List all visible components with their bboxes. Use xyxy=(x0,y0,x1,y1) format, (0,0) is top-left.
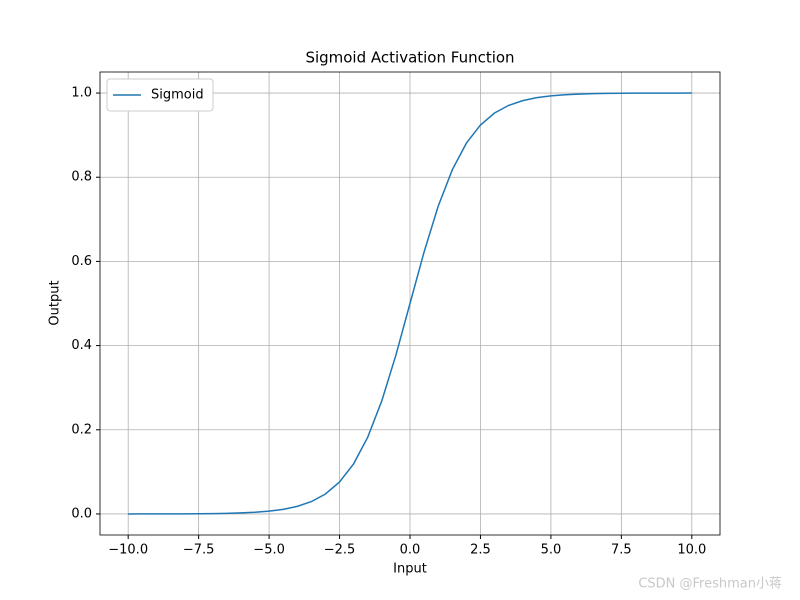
legend-label: Sigmoid xyxy=(151,88,204,103)
y-tick-label: 0.8 xyxy=(71,170,92,185)
x-tick-label: 0.0 xyxy=(400,543,421,558)
y-tick-label: 0.4 xyxy=(71,338,92,353)
x-tick-label: 2.5 xyxy=(470,543,491,558)
x-tick-label: −2.5 xyxy=(324,543,356,558)
x-tick-label: −5.0 xyxy=(253,543,285,558)
y-tick-label: 1.0 xyxy=(71,86,92,101)
x-tick-label: 7.5 xyxy=(611,543,632,558)
y-tick-label: 0.2 xyxy=(71,422,92,437)
x-tick-label: −10.0 xyxy=(108,543,148,558)
plot-frame xyxy=(99,71,721,536)
x-axis-label: Input xyxy=(393,562,427,577)
chart-title: Sigmoid Activation Function xyxy=(305,49,514,67)
x-tick-label: 5.0 xyxy=(541,543,562,558)
x-tick-label: 10.0 xyxy=(677,543,706,558)
legend-box xyxy=(106,78,214,112)
x-tick-label: −7.5 xyxy=(183,543,215,558)
line xyxy=(128,92,692,515)
y-tick-label: 0.0 xyxy=(71,506,92,521)
watermark: CSDN @Freshman小蒋 xyxy=(638,577,782,592)
y-axis-label: Output xyxy=(48,280,63,325)
y-tick-label: 0.6 xyxy=(71,254,92,269)
